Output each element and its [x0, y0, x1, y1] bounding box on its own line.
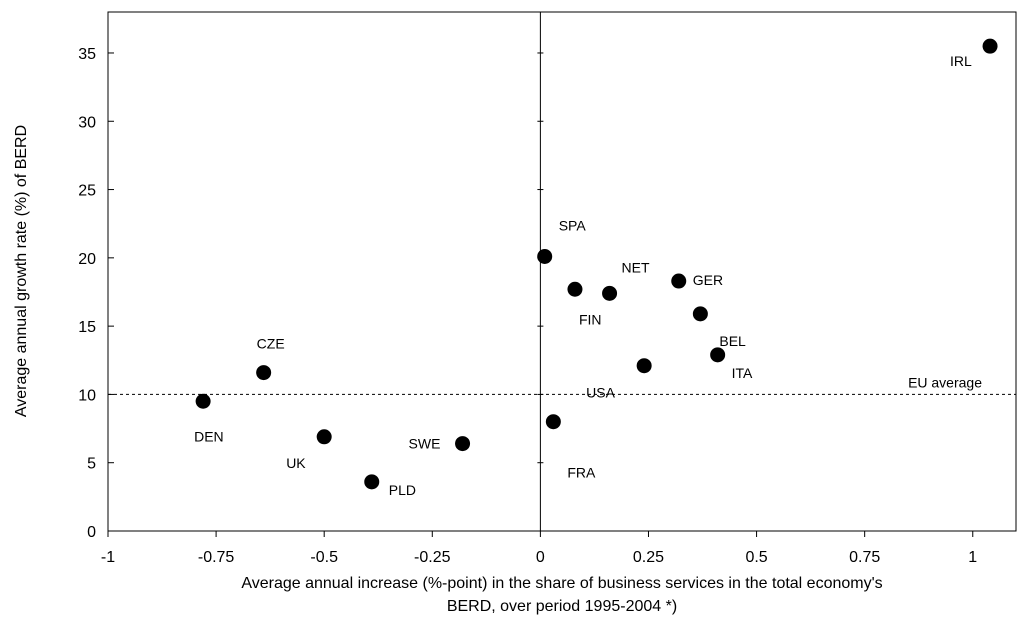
data-point-spa [537, 248, 553, 264]
data-point-irl [982, 38, 998, 54]
data-point-ita [710, 347, 726, 363]
data-points: IRL SPA NET GER FIN BEL ITA USA FRA CZE DEN UK SWE PL… [194, 38, 998, 498]
x-axis-title-line-2: BERD, over period 1995-2004 *) [447, 598, 677, 615]
y-tick-label: 30 [78, 114, 96, 131]
data-point-fra [545, 414, 561, 430]
x-tick-label: 1 [968, 549, 977, 566]
x-tick-label: 0 [536, 549, 545, 566]
x-tick-label: -0.25 [414, 549, 451, 566]
axes: 0 5 10 15 20 25 30 35 -1 -0.75 -0.5 -0.25 0 0.25 0.5 0.… [78, 11, 1017, 566]
x-tick-label: 0.5 [745, 549, 767, 566]
data-point-label-spa: SPA [559, 217, 587, 233]
y-tick-label: 20 [78, 251, 96, 268]
data-point-swe [455, 436, 471, 452]
data-point-label-net: NET [622, 259, 650, 275]
data-point-label-uk: UK [286, 455, 306, 471]
data-point-label-fin: FIN [579, 311, 602, 327]
data-point-label-pld: PLD [389, 482, 416, 498]
data-point-pld [364, 474, 380, 490]
x-axis-title-line-1: Average annual increase (%-point) in the… [241, 575, 882, 592]
data-point-ger [671, 273, 687, 289]
x-tick-label: 0.25 [633, 549, 664, 566]
y-tick-label: 10 [78, 387, 96, 404]
data-point-fin [567, 281, 583, 297]
data-point-usa [636, 358, 652, 374]
eu-average-reference: EU average [108, 374, 1016, 395]
data-point-label-fra: FRA [567, 465, 596, 481]
data-point-label-cze: CZE [257, 336, 285, 352]
data-point-den [195, 393, 211, 409]
x-tick-label: 0.75 [849, 549, 880, 566]
eu-average-label: EU average [908, 374, 982, 390]
y-tick-label: 15 [78, 319, 96, 336]
y-tick-label: 0 [87, 524, 96, 541]
data-point-label-usa: USA [586, 385, 615, 401]
data-point-uk [316, 429, 332, 445]
data-point-label-ita: ITA [732, 365, 753, 381]
data-point-label-swe: SWE [409, 436, 441, 452]
data-point-bel [692, 306, 708, 322]
data-point-cze [256, 365, 272, 381]
plot-frame [107, 11, 1017, 532]
y-tick-label: 35 [78, 46, 96, 63]
x-tick-label: -0.5 [310, 549, 338, 566]
data-point-label-irl: IRL [950, 53, 972, 69]
data-point-net [602, 285, 618, 301]
data-point-label-den: DEN [194, 428, 224, 444]
data-point-label-bel: BEL [719, 333, 746, 349]
x-tick-label: -1 [101, 549, 115, 566]
y-tick-label: 25 [78, 183, 96, 200]
data-point-label-ger: GER [693, 272, 723, 288]
x-tick-label: -0.75 [198, 549, 235, 566]
axis-titles: Average annual increase (%-point) in the… [13, 125, 883, 615]
y-tick-label: 5 [87, 456, 96, 473]
y-axis-title: Average annual growth rate (%) of BERD [13, 125, 30, 417]
